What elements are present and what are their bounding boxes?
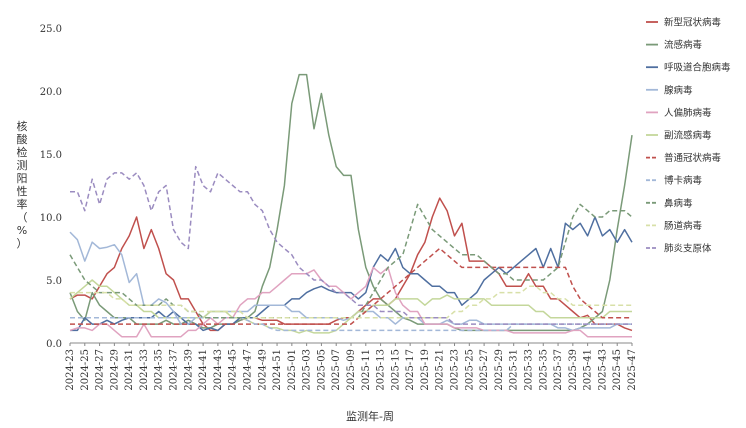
x-tick-label: 2025-19	[420, 349, 431, 391]
legend-label: 副流感病毒	[664, 130, 712, 142]
x-tick-label: 2024-43	[213, 349, 224, 391]
x-tick-label: 2025-09	[346, 349, 357, 391]
y-tick-label: 25.0	[40, 24, 62, 35]
x-tick-label: 2025-41	[583, 349, 594, 391]
x-tick-label: 2025-45	[612, 349, 623, 391]
legend-label: 肺炎支原体	[664, 243, 712, 255]
x-tick-label: 2024-27	[95, 349, 106, 391]
x-axis-ticks: 2024-23 2024-25 2024-27 2024-29 2024-31 2024-…	[65, 343, 638, 391]
x-tick-label: 2025-15	[390, 349, 401, 391]
x-axis-title: 监测年-周	[346, 409, 394, 423]
series-line-4	[69, 266, 632, 338]
y-axis-title-char: ）	[17, 237, 28, 250]
y-axis-title: 核酸检测阳性率（%）	[17, 119, 28, 250]
x-tick-label: 2025-47	[627, 349, 638, 391]
y-axis-title-char: 核	[17, 119, 28, 133]
series-line-9	[70, 285, 632, 319]
x-tick-label: 2025-25	[464, 349, 475, 391]
y-tick-label: 15.0	[40, 150, 62, 161]
legend-label: 腺病毒	[664, 84, 693, 96]
series-line-8	[69, 203, 633, 319]
series-line-5	[69, 279, 632, 334]
series-line-1	[69, 73, 633, 332]
x-tick-label: 2024-37	[169, 349, 180, 391]
x-tick-label: 2025-27	[479, 349, 490, 391]
y-tick-label: 5.0	[46, 276, 62, 287]
y-tick-label: 20.0	[40, 87, 62, 98]
y-axis-title-char: 测	[17, 159, 28, 172]
y-axis-title-char: %	[17, 224, 27, 237]
legend-label: 新型冠状病毒	[664, 17, 722, 29]
y-axis-title-char: 性	[17, 184, 28, 198]
y-axis-title-char: 率	[17, 197, 28, 211]
y-axis-title-char: 检	[17, 145, 28, 159]
legend-label: 流感病毒	[664, 39, 703, 51]
series-lines	[69, 73, 633, 338]
legend-label: 肠道病毒	[664, 220, 703, 232]
x-tick-label: 2024-29	[109, 349, 120, 391]
x-tick-label: 2024-51	[272, 349, 283, 391]
x-tick-label: 2024-23	[65, 349, 76, 391]
x-tick-label: 2025-17	[405, 349, 416, 391]
x-tick-label: 2024-31	[124, 349, 135, 391]
series-line-10	[70, 165, 632, 325]
y-axis-title-char: （	[17, 211, 28, 224]
series-line-6	[70, 247, 632, 325]
y-axis-title-char: 阳	[17, 172, 28, 185]
x-tick-label: 2025-35	[538, 349, 549, 391]
y-tick-label: 10.0	[40, 213, 62, 224]
x-tick-label: 2025-13	[376, 349, 387, 391]
legend-label: 呼吸道合胞病毒	[664, 62, 731, 74]
legend: 新型冠状病毒流感病毒呼吸道合胞病毒腺病毒人偏肺病毒副流感病毒普通冠状病毒博卡病毒…	[646, 17, 731, 255]
x-tick-label: 2025-11	[361, 349, 372, 391]
x-tick-label: 2024-33	[139, 349, 150, 391]
x-tick-label: 2025-23	[450, 349, 461, 391]
x-tick-label: 2024-39	[183, 349, 194, 391]
series-line-2	[70, 216, 633, 332]
legend-label: 鼻病毒	[664, 197, 693, 209]
x-tick-label: 2025-43	[597, 349, 608, 391]
x-tick-label: 2025-39	[568, 349, 579, 391]
x-tick-label: 2025-37	[553, 349, 564, 391]
x-tick-label: 2025-07	[331, 349, 342, 391]
x-tick-label: 2024-35	[154, 349, 165, 391]
series-line-0	[69, 197, 633, 332]
y-axis-title-char: 酸	[17, 132, 28, 146]
x-tick-label: 2025-31	[509, 349, 520, 391]
y-tick-label: 0.0	[46, 339, 62, 350]
legend-label: 博卡病毒	[664, 175, 703, 187]
x-tick-label: 2025-29	[494, 349, 505, 391]
x-tick-label: 2025-03	[302, 349, 313, 391]
x-tick-label: 2024-41	[198, 349, 209, 391]
x-tick-label: 2024-45	[228, 349, 239, 391]
x-tick-label: 2025-33	[523, 349, 534, 391]
x-tick-label: 2024-25	[80, 349, 91, 391]
y-axis-ticks: 0.0 5.0 10.0 15.0 20.0 25.0	[40, 24, 62, 350]
plot-area: 0.05.010.015.020.025.0 2024-23 2024-25 202…	[40, 24, 638, 391]
x-tick-label: 2025-21	[435, 349, 446, 391]
x-tick-label: 2025-05	[316, 349, 327, 391]
legend-label: 人偏肺病毒	[664, 107, 712, 119]
x-tick-label: 2025-01	[287, 349, 298, 391]
x-tick-label: 2024-49	[257, 349, 268, 391]
x-tick-label: 2024-47	[242, 349, 253, 391]
legend-label: 普通冠状病毒	[664, 152, 722, 164]
